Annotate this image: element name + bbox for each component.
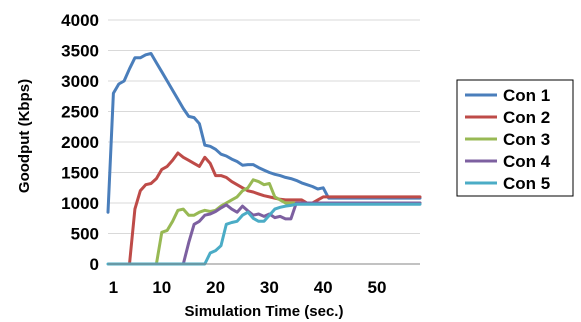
y-tick-label: 4000 <box>61 11 99 30</box>
x-tick-label: 10 <box>152 278 171 297</box>
legend-label-con-2: Con 2 <box>503 108 550 127</box>
series-line-con-3 <box>154 178 422 266</box>
y-tick-label: 1500 <box>61 164 99 183</box>
series-line-con-5 <box>106 202 422 266</box>
x-tick-label: 20 <box>206 278 225 297</box>
y-tick-label: 0 <box>90 255 99 274</box>
x-tick-label: 40 <box>314 278 333 297</box>
legend-label-con-3: Con 3 <box>503 130 550 149</box>
series-lines <box>106 52 422 266</box>
x-tick-label: 50 <box>368 278 387 297</box>
grid-lines <box>108 19 420 234</box>
y-tick-label: 2500 <box>61 103 99 122</box>
legend: Con 1 Con 2 Con 3 Con 4 Con 5 <box>456 79 574 197</box>
legend-label-con-1: Con 1 <box>503 86 550 105</box>
legend-items: Con 1 Con 2 Con 3 Con 4 Con 5 <box>465 86 551 193</box>
series-line-con-2 <box>128 151 422 266</box>
x-axis-label: Simulation Time (sec.) <box>185 303 344 320</box>
y-tick-label: 2000 <box>61 133 99 152</box>
y-tick-label: 3000 <box>61 72 99 91</box>
y-tick-label: 3500 <box>61 42 99 61</box>
y-tick-label: 1000 <box>61 194 99 213</box>
x-tick-labels: 1 10 20 30 40 50 <box>109 278 387 297</box>
series-line-con-1 <box>106 52 422 214</box>
y-tick-label: 500 <box>71 225 99 244</box>
y-tick-labels: 0 500 1000 1500 2000 2500 3000 3500 4000 <box>61 11 99 274</box>
x-tick-label: 30 <box>260 278 279 297</box>
y-axis-label: Goodput (Kbps) <box>16 79 33 193</box>
x-tick-label: 1 <box>109 278 118 297</box>
series-line-con-4 <box>181 201 422 266</box>
legend-label-con-5: Con 5 <box>503 174 550 193</box>
legend-label-con-4: Con 4 <box>503 152 551 171</box>
